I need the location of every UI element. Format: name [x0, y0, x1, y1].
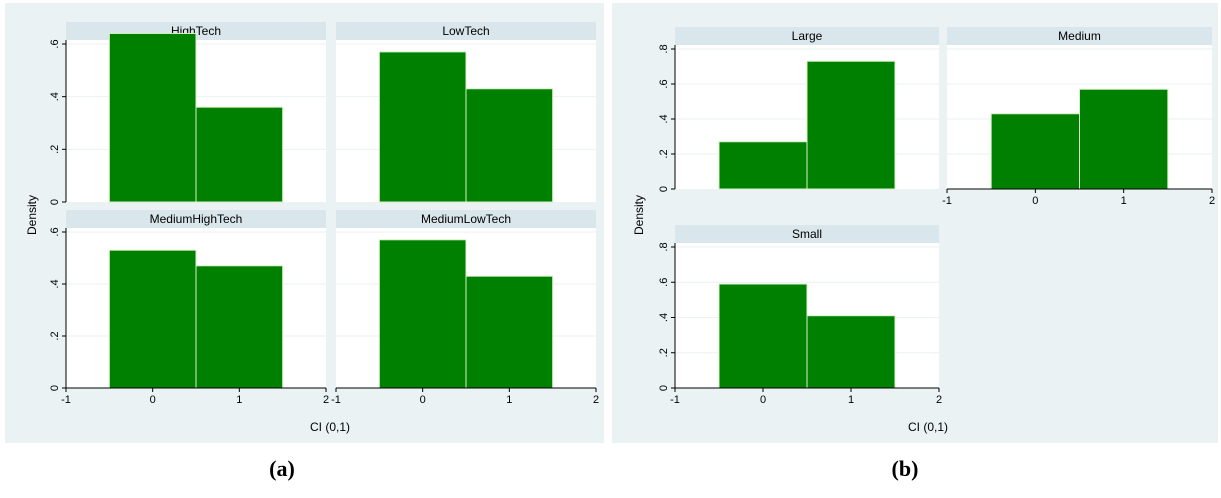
panel-mediumlowtech: MediumLowTech -1 0 1 2	[331, 210, 599, 406]
bar-mediumlowtech-0	[378, 239, 467, 389]
bar-hightech-0	[108, 32, 197, 203]
y-tick-label: .4	[49, 279, 61, 288]
panel-title: Medium	[1058, 29, 1101, 43]
panel-large: Large 0 .2 .4 .6 .8	[658, 27, 939, 192]
figure-label-a: (a)	[269, 456, 295, 481]
bar-medium-1	[1079, 88, 1169, 190]
bar-mediumhightech-0	[108, 249, 197, 389]
x-tick-label: 1	[848, 394, 854, 406]
bar-small-0	[718, 283, 808, 389]
y-tick-label: .2	[658, 149, 670, 158]
y-axis-title: Density	[25, 195, 39, 235]
y-tick-label: .6	[658, 79, 670, 88]
panel-header	[947, 27, 1212, 45]
y-tick-label: .8	[658, 242, 670, 251]
x-tick-label: 0	[420, 394, 426, 406]
y-tick-label: .4	[49, 92, 61, 101]
y-tick-label: .6	[49, 39, 61, 48]
y-tick-label: .6	[49, 227, 61, 236]
bar-medium-0	[990, 113, 1081, 190]
panel-header	[675, 27, 939, 45]
panel-medium: Medium -1 0 1 2	[942, 27, 1215, 207]
x-tick-label: 2	[323, 394, 329, 406]
panel-header	[336, 210, 596, 228]
x-tick-label: 1	[1121, 195, 1127, 207]
y-tick-label: 0	[49, 199, 61, 205]
figure-label-b: (b)	[892, 456, 919, 481]
bar-small-1	[806, 315, 896, 389]
y-tick-label: 0	[658, 385, 670, 391]
x-tick-label: -1	[670, 394, 680, 406]
bar-mediumlowtech-1	[465, 275, 554, 389]
x-axis-title: CI (0,1)	[310, 420, 350, 434]
x-tick-label: 1	[236, 394, 242, 406]
panel-title: MediumLowTech	[421, 212, 511, 226]
y-tick-label: .8	[658, 44, 670, 53]
y-tick-label: 0	[49, 385, 61, 391]
panel-title: LowTech	[442, 24, 489, 38]
y-axis-title: Density	[632, 195, 646, 235]
panel-header	[66, 210, 326, 228]
panel-title: MediumHighTech	[150, 212, 243, 226]
bar-hightech-1	[195, 106, 284, 203]
bar-large-0	[718, 141, 808, 190]
x-tick-label: -1	[942, 195, 952, 207]
bar-lowtech-0	[378, 51, 467, 203]
x-tick-label: 2	[1209, 195, 1215, 207]
x-tick-label: 2	[936, 394, 942, 406]
panel-title: Small	[792, 227, 822, 241]
x-tick-label: -1	[61, 394, 71, 406]
y-tick-label: .4	[658, 114, 670, 123]
x-tick-label: 0	[1032, 195, 1038, 207]
panel-lowtech: LowTech	[336, 22, 596, 203]
x-axis-title: CI (0,1)	[908, 420, 948, 434]
y-tick-label: .2	[49, 331, 61, 340]
x-tick-label: 0	[150, 394, 156, 406]
panel-header	[336, 22, 596, 40]
panel-title: Large	[792, 29, 823, 43]
bar-large-1	[806, 60, 896, 190]
x-tick-label: 1	[506, 394, 512, 406]
x-tick-label: 0	[760, 394, 766, 406]
panel-header	[675, 225, 939, 243]
y-tick-label: .2	[49, 145, 61, 154]
y-tick-label: 0	[658, 186, 670, 192]
x-tick-label: -1	[331, 394, 341, 406]
y-tick-label: .2	[658, 348, 670, 357]
y-tick-label: .4	[658, 313, 670, 322]
x-tick-label: 2	[593, 394, 599, 406]
y-tick-label: .6	[658, 278, 670, 287]
bar-mediumhightech-1	[195, 265, 284, 389]
bar-lowtech-1	[465, 88, 554, 203]
